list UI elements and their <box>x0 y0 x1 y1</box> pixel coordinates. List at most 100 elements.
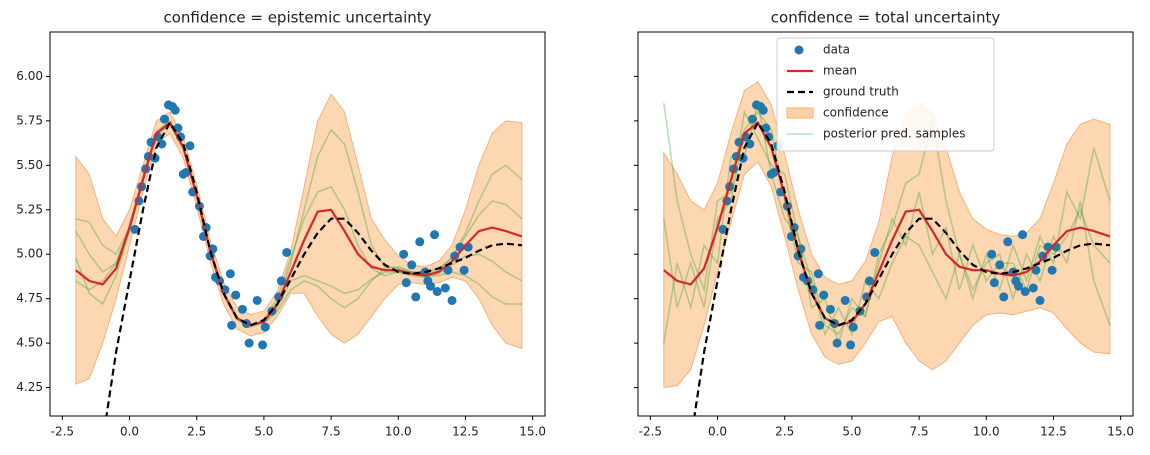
data-point <box>870 247 880 257</box>
data-point <box>846 340 856 350</box>
data-point <box>825 304 835 314</box>
data-point <box>864 276 874 286</box>
data-point <box>1028 283 1038 293</box>
data-point <box>758 105 768 115</box>
data-point <box>260 322 270 332</box>
y-tick-label: 4.75 <box>16 291 43 305</box>
x-tick-label: 10.0 <box>973 425 1000 439</box>
data-point <box>401 278 411 288</box>
data-point <box>1035 295 1045 305</box>
axes-frame <box>637 31 1134 417</box>
data-point <box>185 141 195 151</box>
y-tick-label: 4.50 <box>16 336 43 350</box>
x-tick-label: 12.5 <box>452 425 479 439</box>
subplot: confidence = total uncertainty -2.5 0.0 2.5… <box>634 9 1134 439</box>
data-point <box>130 224 140 234</box>
data-point <box>848 322 858 332</box>
plot-area <box>75 93 523 416</box>
y-tick-label: 5.75 <box>16 113 43 127</box>
legend-label: data <box>823 43 850 57</box>
ground-truth-line <box>105 120 523 416</box>
data-point <box>227 320 237 330</box>
y-tick-label: 5.25 <box>16 202 43 216</box>
x-tick-label: 10.0 <box>385 425 412 439</box>
data-point <box>989 278 999 288</box>
data-point <box>447 295 457 305</box>
data-point <box>225 269 235 279</box>
legend-box <box>776 37 995 152</box>
data-point <box>157 139 167 149</box>
x-tick-label: 0.0 <box>708 425 727 439</box>
legend-label: confidence <box>823 106 889 120</box>
data-point <box>747 114 757 124</box>
data-point <box>815 320 825 330</box>
confidence-band <box>75 93 523 385</box>
data-point <box>430 230 440 240</box>
data-point <box>1047 265 1057 275</box>
x-tick-label: -2.5 <box>639 425 662 439</box>
y-tick-label: 5.00 <box>16 247 43 261</box>
data-point <box>1014 281 1024 291</box>
data-point <box>440 283 450 293</box>
x-tick-label: 15.0 <box>519 425 546 439</box>
data-point <box>415 237 425 247</box>
data-point <box>813 269 823 279</box>
legend-label: mean <box>823 64 857 78</box>
x-tick-label: 7.5 <box>910 425 929 439</box>
x-tick-label: 15.0 <box>1107 425 1134 439</box>
data-point <box>1020 287 1030 297</box>
legend-label: ground truth <box>823 85 899 99</box>
x-tick-label: 2.5 <box>187 425 206 439</box>
x-tick-label: 5.0 <box>842 425 861 439</box>
data-point <box>231 290 241 300</box>
data-point <box>1031 265 1041 275</box>
x-tick-label: 12.5 <box>1040 425 1067 439</box>
data-point <box>769 167 779 177</box>
data-point <box>237 304 247 314</box>
legend-symbol <box>794 45 804 55</box>
sample-line <box>663 102 1111 346</box>
y-tick-label: 4.25 <box>16 380 43 394</box>
data-point <box>443 265 453 275</box>
data-point <box>718 224 728 234</box>
data-point <box>840 295 850 305</box>
chart-title: confidence = epistemic uncertainty <box>163 9 431 27</box>
data-point <box>276 276 286 286</box>
data-point <box>819 290 829 300</box>
chart-title: confidence = total uncertainty <box>771 9 1001 27</box>
x-tick-label: 0.0 <box>120 425 139 439</box>
mean-line <box>663 121 1111 327</box>
data-point <box>170 105 180 115</box>
subplot: confidence = epistemic uncertainty -2.5 0.… <box>16 9 546 439</box>
data-point <box>995 260 1005 270</box>
data-point <box>258 340 268 350</box>
data-point <box>987 249 997 259</box>
x-tick-label: 2.5 <box>775 425 794 439</box>
data-point <box>252 295 262 305</box>
legend-symbol <box>786 107 814 119</box>
y-tick-label: 5.50 <box>16 158 43 172</box>
data-point <box>407 260 417 270</box>
plot-area <box>663 81 1111 416</box>
data-point <box>282 247 292 257</box>
data-point <box>426 281 436 291</box>
data-point <box>1003 237 1013 247</box>
data-point <box>159 114 169 124</box>
data-point <box>244 338 254 348</box>
data-point <box>1018 230 1028 240</box>
x-tick-label: 7.5 <box>322 425 341 439</box>
data-point <box>832 338 842 348</box>
data-point <box>399 249 409 259</box>
data-point <box>181 167 191 177</box>
data-point <box>745 139 755 149</box>
y-tick-label: 6.00 <box>16 69 43 83</box>
mean-line <box>75 121 523 327</box>
data-point <box>411 292 421 302</box>
x-tick-label: 5.0 <box>254 425 273 439</box>
data-point <box>999 292 1009 302</box>
axes-frame <box>49 31 546 417</box>
legend: data mean ground truth confidence posterior … <box>776 37 995 152</box>
ground-truth-line <box>693 120 1111 416</box>
data-point <box>459 265 469 275</box>
